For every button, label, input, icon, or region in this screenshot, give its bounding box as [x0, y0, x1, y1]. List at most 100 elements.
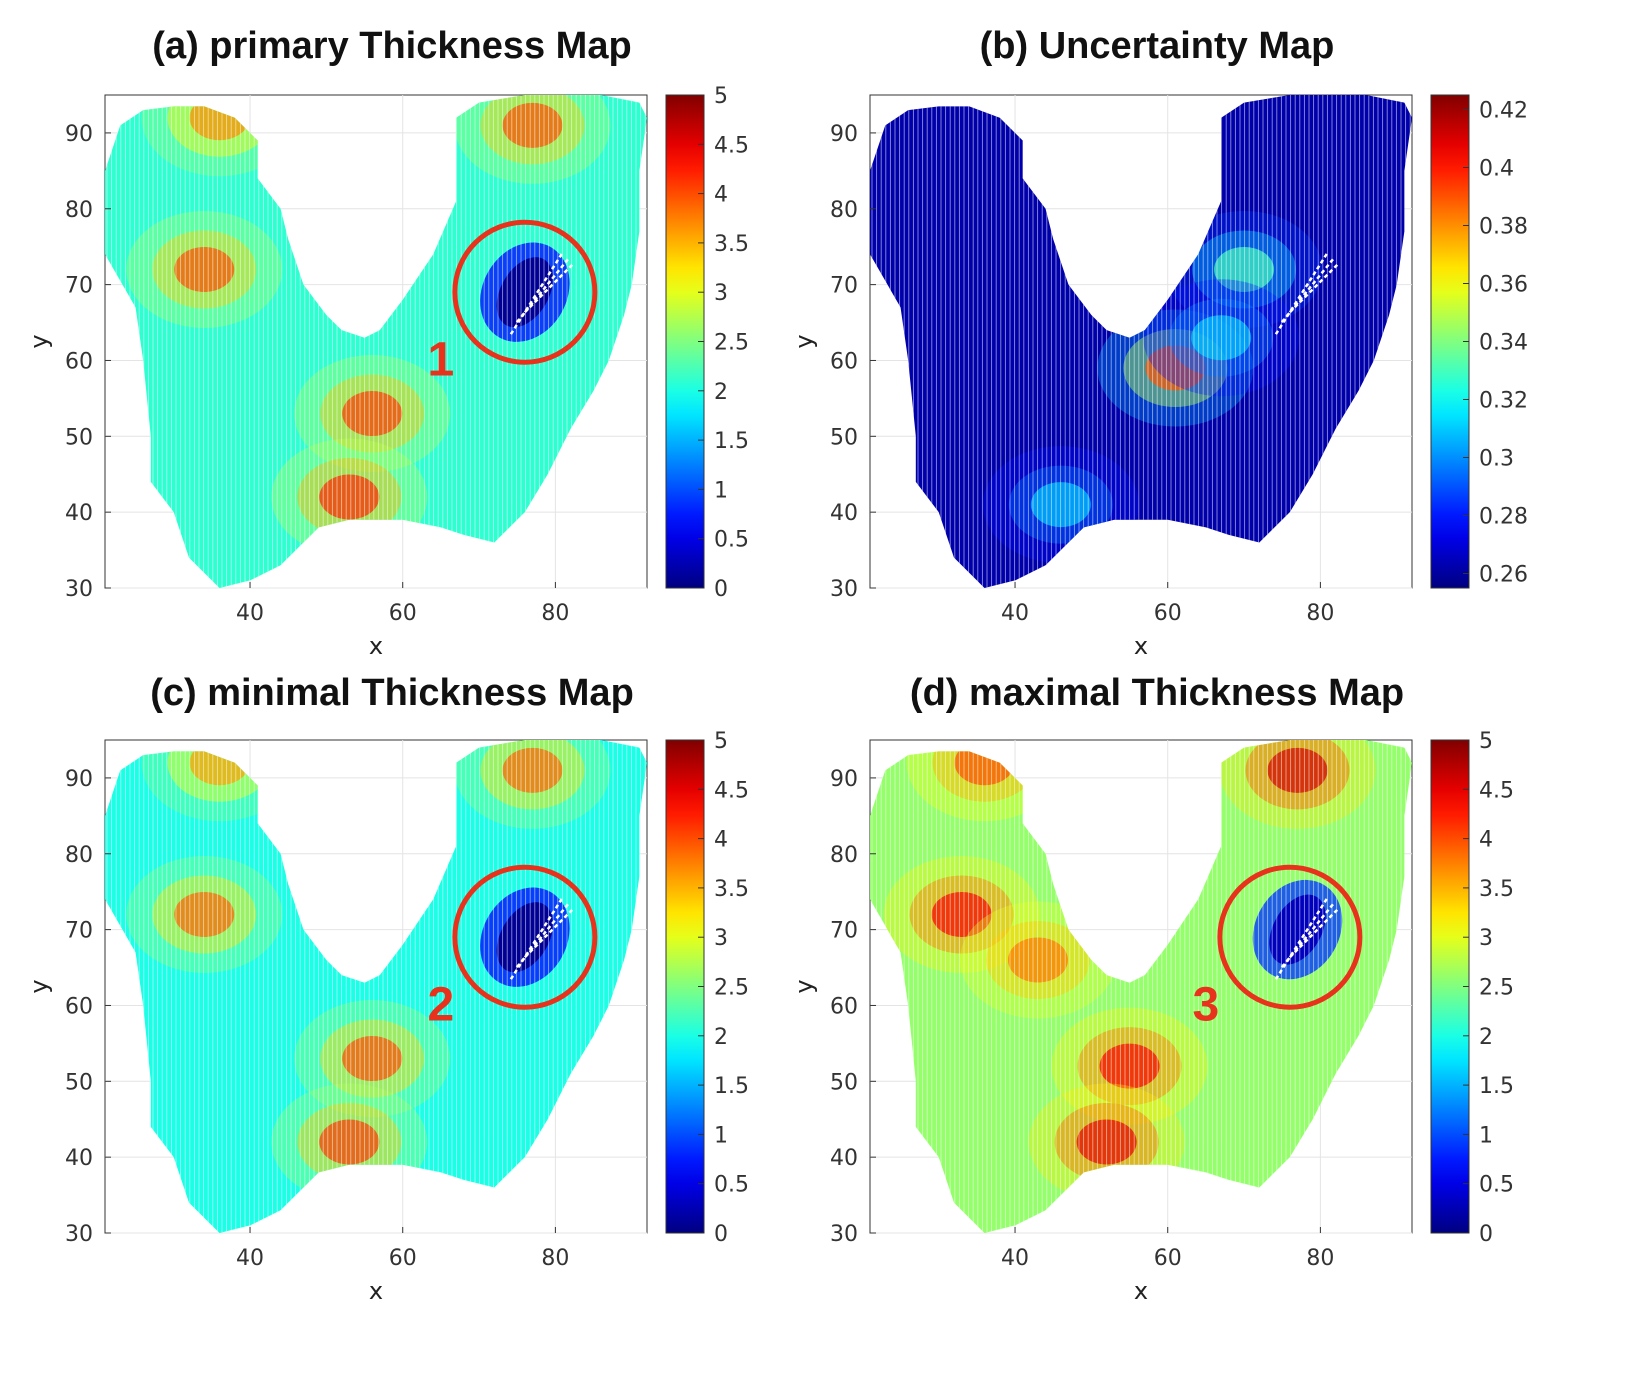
colorbar-tick-label: 0.28 — [1479, 505, 1528, 530]
y-tick-label: 40 — [65, 1146, 93, 1171]
defect-core — [496, 902, 554, 973]
x-axis-label: x — [1134, 1277, 1148, 1305]
x-axis-label: x — [369, 1277, 383, 1305]
y-tick-label: 70 — [830, 919, 858, 944]
heatmap-hotspot — [931, 891, 992, 937]
colorbar-tick-label: 1.5 — [714, 1074, 749, 1099]
y-axis-label: y — [25, 979, 53, 993]
colorbar-tick-label: 4 — [714, 828, 728, 853]
colorbar-tick-label: 4 — [1479, 828, 1493, 853]
y-tick-label: 80 — [830, 843, 858, 868]
y-tick-label: 30 — [830, 577, 858, 602]
colorbar-tick-label: 0.34 — [1479, 331, 1528, 356]
marker-label: 1 — [428, 334, 455, 387]
colorbar-tick-label: 3.5 — [714, 877, 749, 902]
x-tick-label: 80 — [1306, 1246, 1334, 1271]
heatmap-hotspot — [1214, 246, 1275, 292]
colorbar-tick-label: 4.5 — [714, 133, 749, 158]
y-tick-label: 50 — [830, 425, 858, 450]
colorbar-tick-label: 0.32 — [1479, 389, 1528, 414]
colorbar-tick-label: 2.5 — [714, 331, 749, 356]
y-tick-label: 70 — [65, 274, 93, 299]
heatmap-hotspot — [502, 102, 563, 148]
colorbar-tick-label: 3 — [714, 926, 728, 951]
colorbar-tick-label: 0.42 — [1479, 99, 1528, 124]
marker-label: 3 — [1193, 979, 1220, 1032]
heatmap-hotspot — [1267, 747, 1328, 793]
colorbar-tick-label: 0.3 — [1479, 447, 1514, 472]
colorbar-tick-label: 0 — [1479, 1222, 1493, 1247]
y-tick-label: 50 — [830, 1070, 858, 1095]
colorbar-tick-label: 1 — [714, 1123, 728, 1148]
y-axis-label: y — [790, 334, 818, 348]
colorbar-tick-label: 0.5 — [714, 528, 749, 553]
colorbar-tick-label: 4.5 — [714, 778, 749, 803]
colorbar-tick-label: 5 — [1479, 729, 1493, 754]
x-tick-label: 80 — [1306, 601, 1334, 626]
colorbar-tick-label: 3 — [714, 281, 728, 306]
x-tick-label: 80 — [541, 601, 569, 626]
x-tick-label: 80 — [541, 1246, 569, 1271]
y-tick-label: 30 — [65, 1222, 93, 1247]
y-tick-label: 70 — [830, 274, 858, 299]
y-axis-label: y — [790, 979, 818, 993]
highlight-circle — [1217, 864, 1363, 1010]
y-tick-label: 40 — [830, 1146, 858, 1171]
y-tick-label: 90 — [830, 767, 858, 792]
colorbar-tick-label: 0.36 — [1479, 273, 1528, 298]
seam-mark — [523, 263, 574, 314]
x-tick-label: 60 — [389, 601, 417, 626]
y-tick-label: 50 — [65, 1070, 93, 1095]
panel-title: (b) Uncertainty Map — [980, 25, 1335, 67]
colorbar-tick-label: 4.5 — [1479, 778, 1514, 803]
colorbar-tick-label: 0 — [714, 577, 728, 602]
y-tick-label: 30 — [65, 577, 93, 602]
colorbar-tick-label: 1 — [714, 478, 728, 503]
colorbar-tick-label: 2 — [1479, 1025, 1493, 1050]
defect-core — [496, 257, 554, 328]
heatmap-hotspot — [174, 891, 235, 937]
colorbar-tick-label: 0.26 — [1479, 563, 1528, 588]
y-tick-label: 40 — [65, 501, 93, 526]
y-tick-label: 60 — [830, 994, 858, 1019]
heatmap-hotspot — [319, 1119, 380, 1165]
colorbar-tick-label: 5 — [714, 84, 728, 109]
colorbar-tick-label: 3.5 — [1479, 877, 1514, 902]
colorbar-tick-label: 1 — [1479, 1123, 1493, 1148]
colorbar-tick-label: 0.5 — [1479, 1173, 1514, 1198]
seam-mark — [523, 908, 574, 959]
colorbar-tick-label: 0.4 — [1479, 157, 1514, 182]
colorbar — [665, 739, 705, 1234]
colorbar-tick-label: 5 — [714, 729, 728, 754]
colorbar-tick-label: 2.5 — [1479, 976, 1514, 1001]
y-tick-label: 70 — [65, 919, 93, 944]
colorbar-tick-label: 3.5 — [714, 232, 749, 257]
y-tick-label: 90 — [65, 122, 93, 147]
y-tick-label: 60 — [65, 994, 93, 1019]
highlight-circle — [452, 219, 598, 365]
colorbar-tick-label: 2 — [714, 1025, 728, 1050]
heatmap-hotspot — [174, 246, 235, 292]
colorbar — [1430, 739, 1470, 1234]
y-tick-label: 80 — [65, 843, 93, 868]
x-tick-label: 40 — [236, 601, 264, 626]
colorbar-tick-label: 3 — [1479, 926, 1493, 951]
heatmap-field — [870, 95, 1412, 588]
panel-b: (b) Uncertainty Map 40 60 80 30 40 50 60 70 80 90 x… — [790, 25, 1528, 660]
y-tick-label: 90 — [830, 122, 858, 147]
x-tick-label: 40 — [1001, 1246, 1029, 1271]
colorbar-tick-label: 1.5 — [1479, 1074, 1514, 1099]
x-axis-label: x — [369, 632, 383, 660]
y-tick-label: 80 — [65, 198, 93, 223]
y-axis-label: y — [25, 334, 53, 348]
y-tick-label: 50 — [65, 425, 93, 450]
y-tick-label: 30 — [830, 1222, 858, 1247]
colorbar-tick-label: 0.5 — [714, 1173, 749, 1198]
colorbar-tick-label: 0 — [714, 1222, 728, 1247]
colorbar-tick-label: 1.5 — [714, 429, 749, 454]
y-tick-label: 40 — [830, 501, 858, 526]
heatmap-hotspot — [502, 747, 563, 793]
